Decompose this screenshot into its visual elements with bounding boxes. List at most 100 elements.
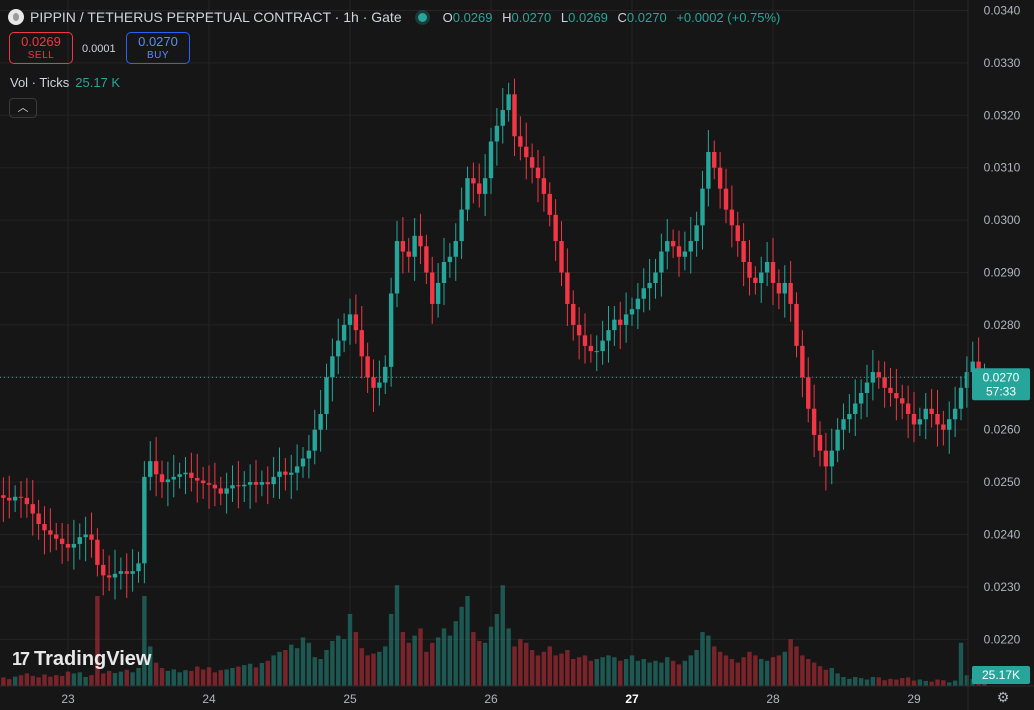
candle-body: [477, 183, 482, 194]
volume-bar: [12, 676, 18, 686]
volume-bar: [576, 657, 582, 686]
volume-bar: [318, 659, 323, 686]
volume-bar: [571, 659, 576, 686]
x-tick-label: 28: [766, 692, 780, 706]
candle-body: [54, 534, 59, 539]
candle-body: [665, 241, 670, 252]
x-tick-label: 24: [202, 692, 216, 706]
volume-bar: [200, 669, 206, 686]
volume-bar: [259, 662, 265, 686]
candle-body: [441, 262, 447, 283]
candle-body: [853, 403, 858, 414]
collapse-legend-button[interactable]: ︿: [9, 98, 37, 118]
volume-bar: [900, 678, 905, 686]
candle-body: [371, 377, 376, 388]
candle-body: [952, 408, 958, 420]
volume-bar: [706, 635, 711, 686]
volume-bar: [65, 671, 71, 686]
brand-name: TradingView: [34, 648, 152, 670]
candle-body: [518, 136, 523, 147]
volume-bar: [195, 666, 200, 686]
volume-bar: [729, 659, 735, 686]
volume-bar: [441, 628, 447, 686]
volume-bar: [165, 670, 171, 686]
candle-body: [447, 256, 453, 263]
candle-body: [571, 303, 576, 325]
volume-bar: [24, 673, 30, 686]
last-price-tag: [972, 368, 1030, 401]
candle-body: [535, 167, 541, 179]
candle-body: [124, 571, 129, 574]
candle-body: [858, 393, 864, 404]
volume-bar: [101, 673, 106, 686]
candle-body: [576, 324, 582, 336]
ohlc-values: O0.0269 H0.0270 L0.0269 C0.0270 +0.0002 …: [437, 10, 781, 25]
buy-label: BUY: [146, 50, 170, 61]
volume-bar: [764, 660, 770, 686]
candle-body: [59, 538, 65, 544]
volume-bar: [383, 646, 388, 686]
volume-bar: [277, 651, 282, 686]
candle-body: [500, 110, 505, 126]
volume-bar: [688, 655, 693, 686]
candle-body: [682, 251, 688, 257]
candle-body: [177, 474, 182, 477]
candle-body: [112, 573, 118, 578]
candle-body: [547, 193, 552, 215]
candle-body: [430, 272, 435, 304]
volume-bar: [106, 670, 112, 686]
spread-value: 0.0001: [82, 43, 116, 55]
candle-body: [864, 382, 870, 394]
candle-body: [136, 563, 141, 572]
volume-bar: [500, 585, 505, 686]
candle-body: [148, 461, 153, 477]
candle-body: [688, 241, 693, 252]
settings-gear-icon[interactable]: ⚙: [996, 689, 1010, 705]
candle-body: [905, 403, 911, 414]
volume-bar: [453, 621, 458, 686]
candle-body: [565, 272, 570, 304]
volume-bar: [588, 660, 594, 686]
volume-bar: [406, 642, 411, 686]
candle-body: [218, 488, 223, 494]
volume-bar: [665, 657, 670, 686]
candle-body: [712, 151, 717, 168]
volume-bar: [788, 639, 793, 686]
volume-bar: [659, 662, 664, 686]
candle-body: [312, 429, 317, 451]
buy-button[interactable]: 0.0270 BUY: [126, 32, 190, 64]
tradingview-logo[interactable]: 17 TradingView: [12, 648, 151, 671]
candle-body: [706, 151, 711, 189]
candle-body: [106, 575, 112, 578]
candle-body: [794, 303, 799, 346]
y-tick-label: 0.0260: [984, 423, 1021, 437]
volume-legend[interactable]: Vol · Ticks 25.17 K: [10, 75, 120, 90]
volume-bar: [54, 675, 59, 686]
volume-bar: [876, 677, 881, 686]
candle-body: [265, 482, 270, 485]
candle-body: [142, 476, 147, 564]
candle-body: [206, 483, 212, 485]
volume-bar: [1, 677, 6, 686]
sell-button[interactable]: 0.0269 SELL: [9, 32, 73, 64]
volume-bar: [582, 655, 588, 686]
high-label: H: [502, 9, 512, 25]
candle-body: [359, 330, 364, 357]
volume-bar: [735, 662, 740, 686]
candle-body: [101, 564, 106, 576]
volume-bar: [412, 635, 417, 686]
symbol-title[interactable]: PIPPIN / TETHERUS PERPETUAL CONTRACT · 1…: [30, 9, 402, 25]
volume-bar: [48, 676, 53, 686]
volume-bar: [776, 655, 782, 686]
candle-body: [77, 537, 82, 544]
volume-bar: [377, 651, 382, 686]
volume-bar: [535, 655, 541, 686]
volume-bar: [71, 673, 77, 686]
volume-bar: [365, 655, 370, 686]
candle-body: [306, 450, 312, 459]
buy-price: 0.0270: [138, 34, 178, 49]
close-label: C: [617, 9, 627, 25]
volume-bar: [271, 655, 276, 686]
volume-bar: [806, 659, 811, 686]
